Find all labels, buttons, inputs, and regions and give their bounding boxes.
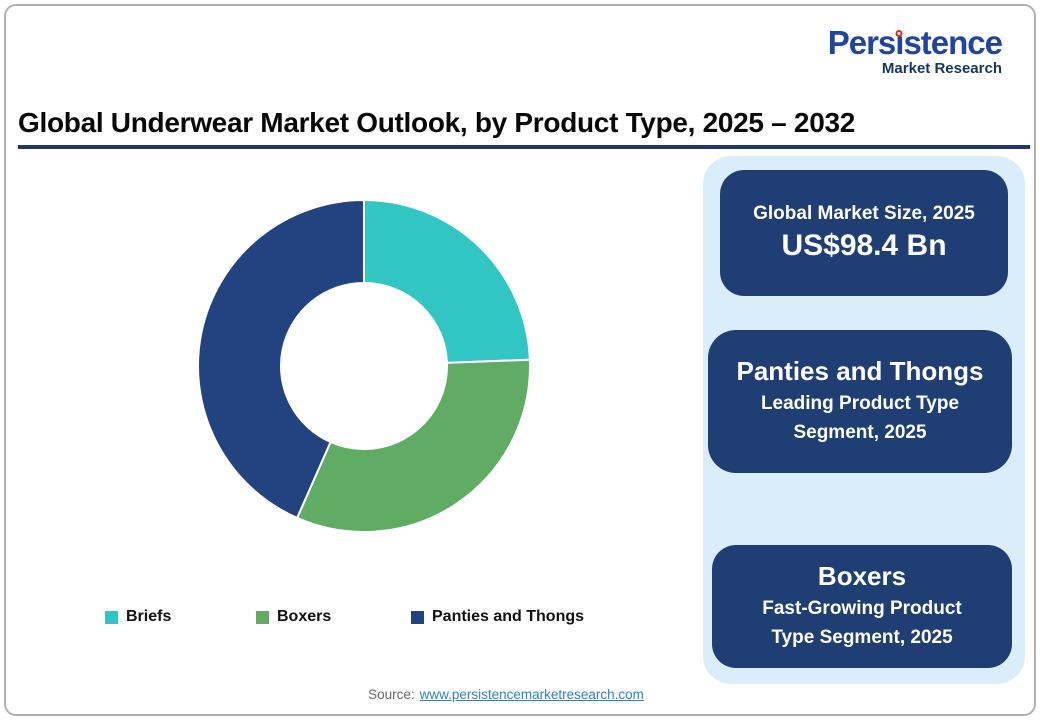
logo-red-dot-icon xyxy=(895,30,903,37)
donut-segment-boxers xyxy=(295,358,531,533)
stat-card-market-size: Global Market Size, 2025 US$98.4 Bn xyxy=(720,170,1008,296)
legend-label-briefs: Briefs xyxy=(126,608,172,625)
stat-card-fast-growing-segment: Boxers Fast-Growing Product Type Segment… xyxy=(712,545,1012,668)
logo-brand-pre: Pers xyxy=(827,24,897,61)
stat-card-subtitle: Leading Product Type Segment, 2025 xyxy=(760,392,960,443)
stat-card-title: Boxers xyxy=(817,560,907,591)
donut-chart xyxy=(197,198,531,533)
source-link[interactable]: www.persistencemarketresearch.com xyxy=(419,687,644,702)
legend-item-panties-and-thongs: Panties and Thongs xyxy=(411,608,584,626)
legend-item-boxers: Boxers xyxy=(256,608,331,626)
donut-chart-container xyxy=(196,198,532,534)
stat-card-leading-segment: Panties and Thongs Leading Product Type … xyxy=(708,330,1012,473)
legend-swatch-panties-and-thongs xyxy=(411,610,424,624)
page-title: Global Underwear Market Outlook, by Prod… xyxy=(18,107,856,138)
legend-label-panties-and-thongs: Panties and Thongs xyxy=(432,608,585,625)
stat-card-title: Panties and Thongs xyxy=(736,355,984,386)
logo-brand-post: stence xyxy=(903,24,1003,61)
stat-card-title: Global Market Size, 2025 xyxy=(753,203,975,224)
stat-card-subtitle: Fast-Growing Product Type Segment, 2025 xyxy=(762,597,962,648)
logo-tagline: Market Research xyxy=(881,60,1002,77)
logo-i-letter: ı xyxy=(895,24,904,61)
donut-segment-panties-and-thongs xyxy=(197,198,365,520)
legend-item-briefs: Briefs xyxy=(105,608,171,626)
source-line: Source: www.persistencemarketresearch.com xyxy=(0,687,1020,702)
logo-brand-text: Pers ıstence xyxy=(827,24,1003,61)
source-label: Source: xyxy=(368,687,415,702)
donut-segment-briefs xyxy=(363,198,531,364)
legend-swatch-boxers xyxy=(256,610,269,624)
logo-i-glyph: ı xyxy=(895,24,904,61)
infographic-card: Pers ıstence Market Research Global Under… xyxy=(4,4,1036,716)
title-underline xyxy=(18,145,1030,149)
legend-label-boxers: Boxers xyxy=(277,608,332,625)
stat-card-value: US$98.4 Bn xyxy=(781,229,947,262)
legend-swatch-briefs xyxy=(105,610,118,624)
persistence-logo: Pers ıstence Market Research xyxy=(827,24,1003,77)
